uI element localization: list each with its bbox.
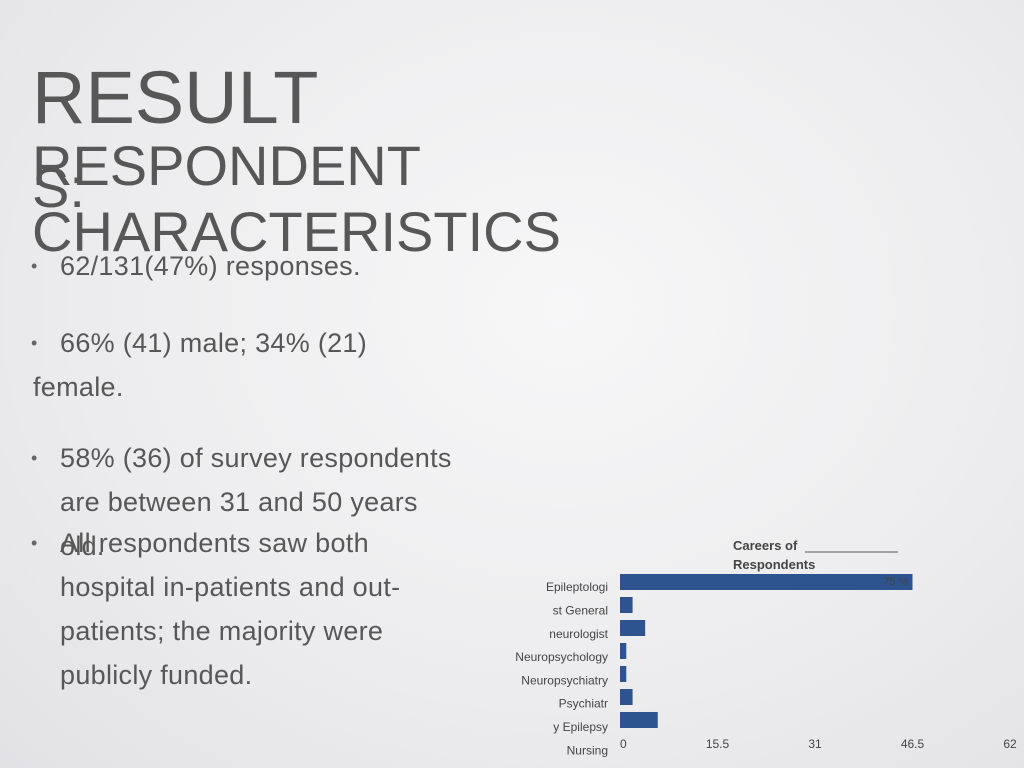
bar (620, 689, 633, 705)
subtitle-line: S: (32, 156, 85, 219)
bar (620, 574, 913, 590)
bullet: 62/131(47%) responses. (31, 244, 361, 288)
category-label: Nursing (567, 743, 608, 757)
category-label: Neuropsychology (515, 650, 608, 664)
x-tick-label: 15.5 (706, 737, 730, 751)
x-tick-label: 31 (808, 737, 822, 751)
bullet: All respondents saw both hospital in-pat… (31, 521, 420, 697)
bar (620, 597, 633, 613)
category-label: Epileptologi (546, 580, 608, 594)
bar (620, 712, 658, 728)
category-label: Psychiatr (559, 697, 608, 711)
chart-title: Careers of Respondents (733, 538, 815, 572)
subtitle-line: RESPONDENT (32, 134, 421, 197)
bullet-text: 66% (41) male; 34% (21) female. (33, 328, 368, 402)
bullet: 66% (41) male; 34% (21) female. (31, 321, 420, 409)
slide-title: RESULT (32, 56, 319, 139)
category-label: st General (553, 603, 608, 617)
category-label: Neuropsychiatry (521, 673, 608, 687)
x-tick-label: 62 (1003, 737, 1017, 751)
category-label: neurologist (549, 627, 608, 641)
x-tick-label: 46.5 (901, 737, 925, 751)
bar (620, 620, 646, 636)
x-tick-label: 0 (620, 737, 627, 751)
category-label: y Epilepsy (553, 720, 608, 734)
bar (620, 643, 627, 659)
value-label: 75 % (883, 576, 908, 588)
bar (620, 666, 627, 682)
